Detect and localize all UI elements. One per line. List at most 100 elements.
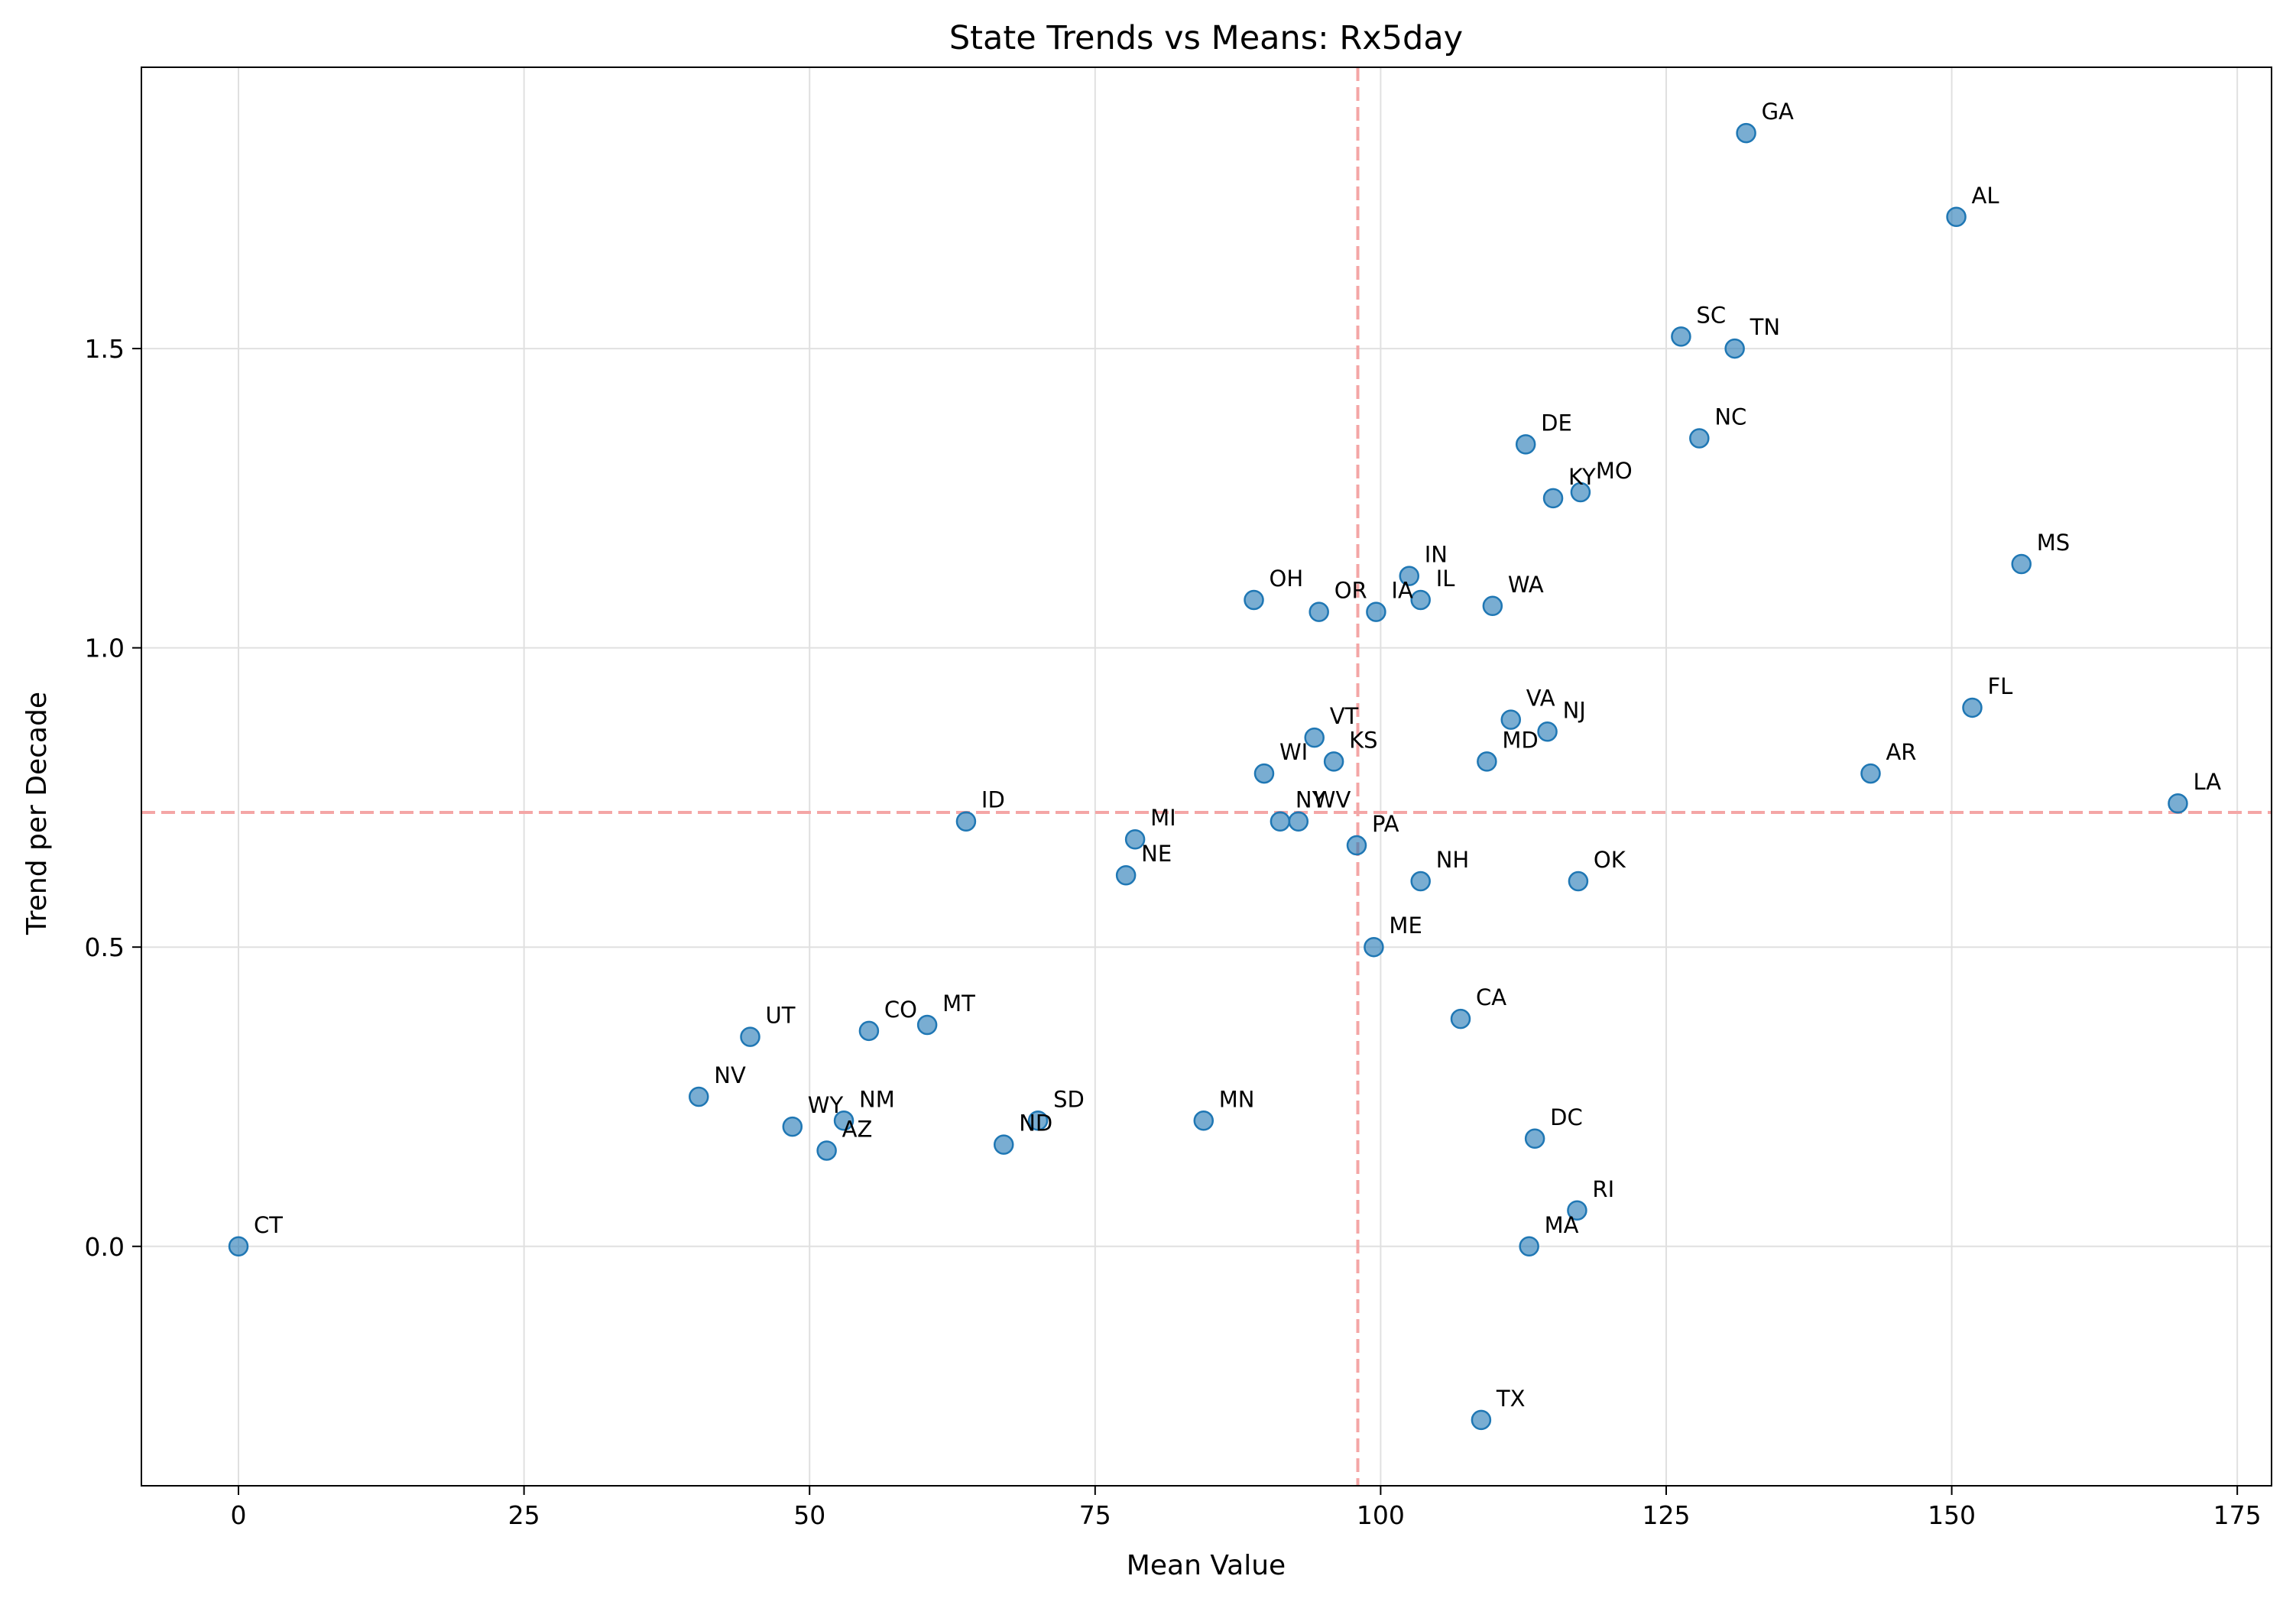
- data-point: [1860, 763, 1881, 784]
- point-label: AR: [1886, 739, 1916, 765]
- point-label: FL: [1987, 673, 2012, 699]
- data-point: [1244, 589, 1264, 611]
- data-point: [1477, 751, 1497, 772]
- data-point: [1450, 1008, 1471, 1029]
- data-point: [1542, 488, 1564, 509]
- point-label: NH: [1436, 847, 1470, 873]
- chart-title: State Trends vs Means: Rx5day: [949, 19, 1463, 57]
- point-label: WY: [808, 1092, 844, 1118]
- point-label: LA: [2193, 769, 2221, 795]
- data-point: [1524, 1128, 1545, 1149]
- point-label: PA: [1372, 811, 1399, 837]
- data-point: [1193, 1111, 1214, 1131]
- data-point: [1962, 697, 1983, 718]
- y-tick-label: 0.0: [85, 1232, 125, 1262]
- data-point: [2011, 553, 2032, 575]
- y-tick-label: 1.0: [85, 634, 125, 663]
- point-label: MO: [1596, 458, 1633, 484]
- data-point: [833, 1111, 855, 1131]
- point-label: MD: [1502, 727, 1538, 753]
- point-label: OR: [1334, 578, 1367, 604]
- data-point: [816, 1140, 837, 1161]
- point-label: TX: [1496, 1386, 1526, 1412]
- x-tick-label: 25: [508, 1500, 540, 1530]
- data-points: [228, 122, 2188, 1431]
- data-point: [1399, 566, 1420, 586]
- point-label: CO: [884, 997, 917, 1023]
- data-point: [1471, 1409, 1492, 1431]
- data-point: [1570, 481, 1591, 503]
- point-label: KS: [1349, 727, 1377, 753]
- data-point: [1270, 811, 1291, 832]
- data-point: [993, 1134, 1014, 1155]
- point-label: NM: [859, 1086, 895, 1112]
- point-label: DC: [1550, 1104, 1583, 1130]
- data-point: [1253, 763, 1275, 784]
- data-point: [1537, 721, 1558, 742]
- point-label: RI: [1592, 1176, 1614, 1202]
- point-label: NE: [1141, 841, 1172, 867]
- point-label: ND: [1019, 1111, 1052, 1136]
- data-point: [1410, 589, 1431, 611]
- x-tick-label: 0: [231, 1500, 247, 1530]
- point-label: ME: [1389, 913, 1422, 939]
- y-tick-label: 1.5: [85, 334, 125, 364]
- data-point: [1288, 811, 1309, 832]
- data-point: [1309, 601, 1329, 622]
- data-point: [782, 1116, 803, 1137]
- point-label: NV: [714, 1062, 746, 1088]
- data-point: [1304, 727, 1325, 748]
- point-label: NC: [1714, 404, 1746, 430]
- data-point: [1515, 434, 1536, 455]
- x-tick-label: 50: [793, 1500, 825, 1530]
- data-point: [1567, 1200, 1587, 1221]
- point-label: NY: [1296, 787, 1326, 813]
- x-tick-label: 175: [2213, 1500, 2262, 1530]
- point-label: IN: [1425, 542, 1448, 568]
- point-label: DE: [1541, 410, 1572, 436]
- point-label: VT: [1330, 703, 1359, 729]
- data-point: [1115, 864, 1137, 886]
- data-point: [1124, 828, 1146, 850]
- x-tick-label: 125: [1642, 1500, 1690, 1530]
- data-point: [1500, 709, 1521, 730]
- point-label: WV: [1314, 787, 1351, 813]
- point-label: MN: [1219, 1086, 1255, 1112]
- point-label: IA: [1391, 578, 1413, 604]
- data-point: [1366, 601, 1386, 622]
- data-point: [1519, 1236, 1539, 1257]
- x-tick-label: 75: [1079, 1500, 1111, 1530]
- x-axis-label: Mean Value: [1127, 1550, 1286, 1581]
- point-label: MT: [942, 991, 975, 1016]
- data-point: [1410, 871, 1431, 892]
- y-tick-label: 0.5: [85, 932, 125, 962]
- point-label: IL: [1436, 566, 1455, 592]
- point-label: MS: [2037, 530, 2070, 556]
- data-point: [1364, 936, 1384, 958]
- point-label: UT: [765, 1003, 795, 1029]
- grid-lines: [141, 67, 2272, 1486]
- point-label: MI: [1150, 805, 1176, 831]
- point-label: CT: [254, 1212, 283, 1238]
- data-point: [1027, 1111, 1049, 1131]
- point-label: WA: [1508, 572, 1544, 598]
- data-point: [955, 811, 977, 832]
- axis-ticks: 0 25 50 75 100 125 150 175 0.0 0.5 1.0 1.5: [85, 334, 2262, 1530]
- data-point: [1946, 206, 1967, 228]
- data-point: [2168, 793, 2188, 814]
- data-point: [1482, 595, 1503, 617]
- point-label: MA: [1545, 1212, 1579, 1238]
- point-label: AZ: [842, 1116, 873, 1142]
- data-point: [1568, 871, 1589, 892]
- point-label: ID: [981, 787, 1005, 813]
- point-label: WI: [1279, 739, 1308, 765]
- data-point: [916, 1014, 938, 1036]
- data-point: [1346, 835, 1367, 856]
- point-label: VA: [1526, 686, 1555, 712]
- data-point: [1689, 428, 1710, 449]
- point-label: CA: [1476, 984, 1506, 1010]
- reference-lines: [141, 67, 2272, 1486]
